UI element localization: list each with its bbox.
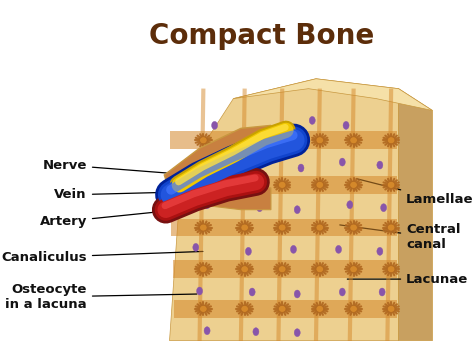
Circle shape bbox=[246, 247, 251, 255]
Ellipse shape bbox=[241, 266, 248, 273]
Circle shape bbox=[197, 287, 202, 295]
Ellipse shape bbox=[278, 181, 286, 188]
Ellipse shape bbox=[278, 305, 286, 312]
Ellipse shape bbox=[316, 266, 324, 273]
Text: Compact Bone: Compact Bone bbox=[148, 22, 374, 50]
Circle shape bbox=[309, 116, 315, 124]
Ellipse shape bbox=[350, 305, 357, 312]
Circle shape bbox=[336, 246, 342, 253]
Ellipse shape bbox=[241, 305, 248, 312]
Ellipse shape bbox=[387, 181, 395, 188]
Circle shape bbox=[339, 288, 346, 296]
Ellipse shape bbox=[200, 181, 207, 188]
Text: Osteocyte
in a lacuna: Osteocyte in a lacuna bbox=[5, 283, 197, 311]
Text: Lacunae: Lacunae bbox=[347, 273, 468, 286]
Ellipse shape bbox=[278, 266, 286, 273]
Circle shape bbox=[197, 158, 202, 166]
Circle shape bbox=[211, 121, 218, 129]
Polygon shape bbox=[171, 219, 397, 236]
Circle shape bbox=[294, 290, 300, 298]
Ellipse shape bbox=[387, 224, 395, 231]
Circle shape bbox=[294, 329, 300, 337]
Circle shape bbox=[253, 161, 259, 169]
Circle shape bbox=[204, 327, 210, 335]
Circle shape bbox=[347, 201, 353, 209]
Ellipse shape bbox=[278, 224, 286, 231]
Ellipse shape bbox=[316, 181, 324, 188]
Circle shape bbox=[266, 126, 273, 134]
Polygon shape bbox=[170, 176, 397, 194]
Circle shape bbox=[253, 328, 259, 336]
Ellipse shape bbox=[200, 224, 207, 231]
Ellipse shape bbox=[387, 305, 395, 312]
Circle shape bbox=[256, 204, 263, 212]
Ellipse shape bbox=[200, 266, 207, 273]
Ellipse shape bbox=[387, 137, 395, 144]
Circle shape bbox=[249, 288, 255, 296]
Circle shape bbox=[339, 158, 346, 166]
Text: Vein: Vein bbox=[55, 188, 184, 201]
Polygon shape bbox=[170, 79, 399, 341]
Polygon shape bbox=[173, 260, 397, 278]
Circle shape bbox=[204, 201, 210, 209]
Ellipse shape bbox=[241, 181, 248, 188]
Ellipse shape bbox=[278, 137, 286, 144]
Circle shape bbox=[381, 204, 387, 212]
Circle shape bbox=[377, 161, 383, 169]
Text: Central
canal: Central canal bbox=[340, 223, 461, 251]
Ellipse shape bbox=[316, 224, 324, 231]
Text: Artery: Artery bbox=[39, 210, 176, 228]
Ellipse shape bbox=[200, 305, 207, 312]
Polygon shape bbox=[399, 89, 432, 341]
Text: Lamellae: Lamellae bbox=[356, 179, 474, 206]
Ellipse shape bbox=[350, 137, 357, 144]
Ellipse shape bbox=[200, 137, 207, 144]
Ellipse shape bbox=[316, 137, 324, 144]
Circle shape bbox=[377, 247, 383, 255]
Polygon shape bbox=[164, 126, 271, 198]
Circle shape bbox=[193, 244, 199, 251]
Circle shape bbox=[343, 121, 349, 129]
Polygon shape bbox=[170, 131, 397, 149]
Ellipse shape bbox=[241, 224, 248, 231]
Circle shape bbox=[294, 206, 300, 214]
Text: Canaliculus: Canaliculus bbox=[1, 251, 203, 264]
Text: Nerve: Nerve bbox=[43, 159, 189, 175]
Ellipse shape bbox=[316, 305, 324, 312]
Circle shape bbox=[298, 164, 304, 172]
Polygon shape bbox=[164, 185, 271, 218]
Ellipse shape bbox=[387, 266, 395, 273]
Ellipse shape bbox=[350, 181, 357, 188]
Circle shape bbox=[379, 288, 385, 296]
Ellipse shape bbox=[241, 137, 248, 144]
Circle shape bbox=[291, 246, 296, 253]
Ellipse shape bbox=[350, 224, 357, 231]
Polygon shape bbox=[174, 300, 397, 318]
Polygon shape bbox=[233, 79, 432, 110]
Ellipse shape bbox=[350, 266, 357, 273]
